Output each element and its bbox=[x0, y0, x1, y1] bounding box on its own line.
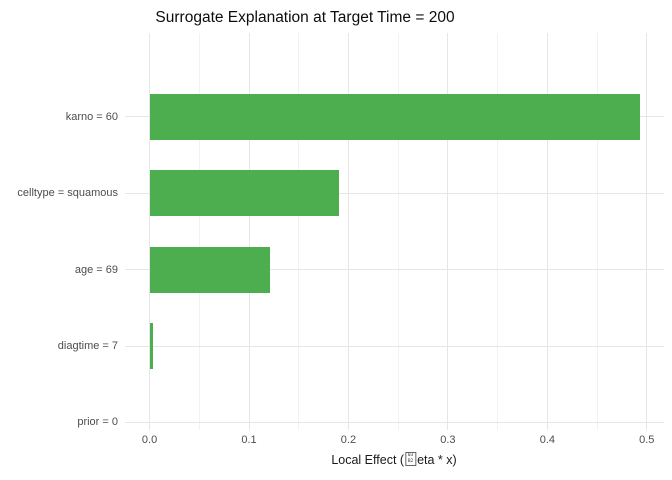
y-axis-label: diagtime = 7 bbox=[57, 340, 118, 353]
gridline-major-vertical bbox=[248, 33, 250, 430]
x-axis-title-prefix: Local Effect ( bbox=[331, 453, 405, 467]
bar-karno bbox=[149, 94, 640, 140]
x-axis-title-suffix: eta * x) bbox=[417, 453, 457, 467]
gridline-major-vertical bbox=[149, 33, 151, 430]
x-axis-tick-label: 0.0 bbox=[141, 434, 158, 446]
gridline-major-horizontal bbox=[125, 192, 664, 194]
plot-panel bbox=[125, 33, 664, 430]
y-axis-label: karno = 60 bbox=[65, 110, 118, 123]
x-axis-tick-label: 0.2 bbox=[340, 434, 357, 446]
gridline-minor-vertical bbox=[198, 33, 200, 430]
gridline-minor-vertical bbox=[298, 33, 300, 430]
missing-glyph-beta-icon: 03 B2 bbox=[405, 452, 417, 466]
gridline-major-vertical bbox=[447, 33, 449, 430]
y-axis-label: celltype = squamous bbox=[17, 187, 118, 200]
gridline-major-horizontal bbox=[125, 345, 664, 347]
gridline-minor-vertical bbox=[397, 33, 399, 430]
y-axis-label: age = 69 bbox=[74, 263, 118, 276]
x-axis-tick-label: 0.1 bbox=[241, 434, 257, 446]
chart-title: Surrogate Explanation at Target Time = 2… bbox=[155, 9, 455, 26]
gridline-major-horizontal bbox=[125, 421, 664, 423]
x-axis-tick-label: 0.5 bbox=[639, 434, 655, 446]
bar-age bbox=[149, 246, 270, 293]
gridline-major-vertical bbox=[347, 33, 349, 430]
gridline-minor-vertical bbox=[596, 33, 598, 430]
bar-celltype bbox=[149, 170, 339, 217]
y-axis-label: prior = 0 bbox=[77, 416, 118, 429]
gridline-major-horizontal bbox=[125, 269, 664, 271]
x-axis-tick-label: 0.3 bbox=[440, 434, 456, 446]
gridline-minor-vertical bbox=[497, 33, 499, 430]
gridline-major-vertical bbox=[546, 33, 548, 430]
bar-diagtime bbox=[149, 323, 153, 369]
gridline-major-vertical bbox=[646, 33, 648, 430]
x-axis-tick-label: 0.4 bbox=[539, 434, 555, 446]
x-axis-title: Local Effect (03 B2 eta * x) bbox=[331, 452, 457, 467]
